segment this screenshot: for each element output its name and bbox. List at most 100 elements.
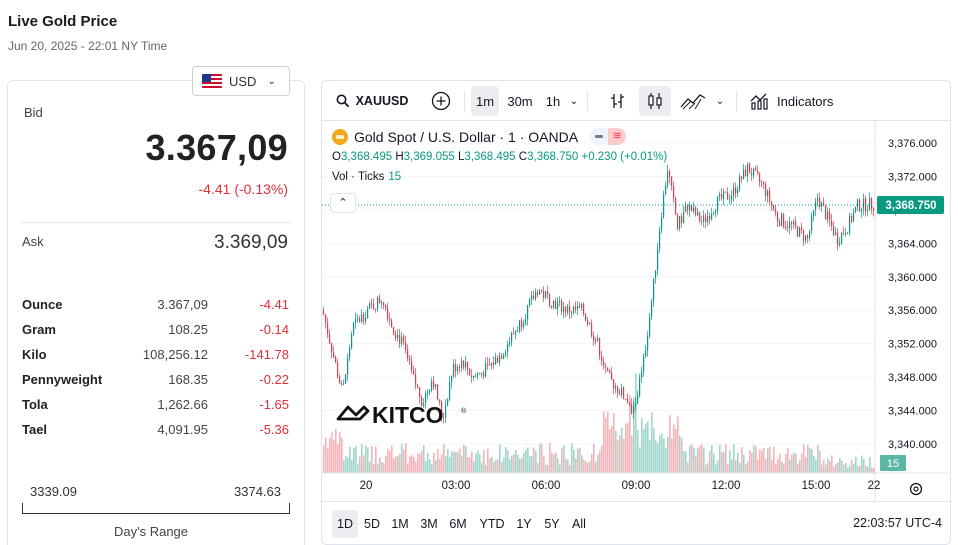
volume-bar [869, 457, 871, 473]
volume-bar [329, 437, 331, 473]
volume-bar [493, 461, 495, 473]
chevron-down-icon: ⌄ [715, 95, 725, 107]
volume-bar [843, 464, 845, 473]
volume-bar [613, 413, 615, 473]
compare-button[interactable] [426, 86, 456, 116]
range-ytd[interactable]: YTD [479, 517, 505, 531]
currency-select[interactable]: USD ⌄ [192, 66, 290, 96]
chart-type-dropdown[interactable]: ⌄ [712, 86, 728, 116]
candle-body [681, 216, 683, 223]
volume-bar [789, 459, 791, 473]
bid-label: Bid [24, 105, 43, 120]
volume-bar [495, 459, 497, 473]
volume-bar [767, 448, 769, 473]
volume-bar [365, 445, 367, 473]
symbol-search[interactable]: XAUUSD [328, 86, 416, 116]
range-1m[interactable]: 1M [391, 517, 409, 531]
volume-bar [545, 464, 547, 473]
candle-body [423, 403, 425, 406]
chart-clock[interactable]: 22:03:57 UTC-4 [853, 516, 942, 530]
volume-bar [419, 453, 421, 473]
volume-marker [880, 455, 906, 471]
volume-bar [775, 463, 777, 473]
candle-body [845, 233, 847, 235]
candle-body [645, 350, 647, 357]
candle-body [329, 334, 331, 344]
volume-bar [773, 446, 775, 473]
candle-body [439, 399, 441, 402]
volume-bar [333, 440, 335, 473]
settings-icon[interactable] [909, 482, 923, 496]
volume-bar [685, 451, 687, 473]
candle-body [693, 207, 695, 212]
range-6m[interactable]: 6M [449, 517, 467, 531]
price-chart[interactable]: 3,340.000 3,344.000 3,348.000 3,352.000 3,35… [322, 121, 951, 501]
range-5y[interactable]: 5Y [544, 517, 560, 531]
candle-body [559, 300, 561, 302]
range-1y[interactable]: 1Y [516, 517, 532, 531]
volume-bar [799, 460, 801, 473]
candle-body [827, 211, 829, 220]
volume-bar [337, 443, 339, 473]
chart-toolbar: XAUUSD 1m 30m 1h ⌄ [322, 81, 950, 121]
volume-bar [539, 443, 541, 473]
candle-body [743, 169, 745, 180]
candle-body [855, 207, 857, 213]
volume-bar [757, 459, 759, 473]
approx-icon: ≋ [608, 128, 627, 145]
candle-body [489, 364, 491, 366]
candle-body [529, 299, 531, 306]
candle-body [819, 197, 821, 208]
candle-body [715, 210, 717, 213]
range-bar-bottom: 1D 5D 1M 3M 6M YTD 1Y 5Y All 22:03:57 UT… [322, 501, 950, 544]
candle-body [621, 387, 623, 395]
us-flag-icon [202, 74, 222, 88]
range-3m[interactable]: 3M [420, 517, 438, 531]
candle-body [705, 216, 707, 222]
volume-bar [587, 462, 589, 473]
volume-bar [439, 458, 441, 473]
interval-1m[interactable]: 1m [471, 86, 499, 116]
legend-toggle[interactable]: ≋ [590, 128, 627, 145]
candle-body [373, 304, 375, 309]
unit-table: Ounce 3.367,09 -4.41 Gram 108.25 -0.14 K… [22, 296, 290, 446]
candle-body [535, 292, 537, 299]
candle-body [851, 216, 853, 222]
candle-body [821, 202, 823, 208]
time-tick-label: 12:00 [712, 480, 741, 492]
chart-widget: XAUUSD 1m 30m 1h ⌄ [321, 80, 951, 545]
volume-bar [691, 444, 693, 473]
instrument-title[interactable]: Gold Spot / U.S. Dollar · 1 · OANDA [354, 128, 579, 145]
candle-body [843, 232, 845, 235]
candle-body [325, 314, 327, 323]
bar-type-button[interactable] [604, 86, 632, 116]
volume-bar [661, 433, 663, 473]
candle-body [471, 375, 473, 378]
volume-bar [785, 453, 787, 473]
minus-icon [590, 128, 608, 145]
candle-body [623, 387, 625, 399]
candle-body [651, 301, 653, 318]
volume-bar [541, 444, 543, 473]
open-label: O [332, 151, 341, 163]
area-chart-button[interactable] [677, 86, 709, 116]
time-tick-label: 22 [868, 480, 881, 492]
interval-1h[interactable]: 1h [545, 93, 561, 109]
volume-bar [597, 454, 599, 473]
volume-bar [763, 447, 765, 473]
interval-dropdown[interactable]: ⌄ [566, 86, 582, 116]
candle-body [401, 336, 403, 344]
candle-body [751, 173, 753, 176]
candle-body [753, 168, 755, 176]
volume-bar [699, 445, 701, 473]
collapse-legend-button[interactable]: ⌃ [330, 193, 356, 213]
candle-body [863, 198, 865, 210]
range-all[interactable]: All [572, 517, 586, 531]
candle-body [663, 194, 665, 218]
range-5d[interactable]: 5D [364, 517, 380, 531]
candle-body [591, 323, 593, 336]
candles-button[interactable] [639, 86, 671, 116]
range-1d[interactable]: 1D [332, 510, 358, 538]
interval-30m[interactable]: 30m [507, 93, 533, 109]
indicators-button[interactable]: Indicators [750, 86, 850, 116]
